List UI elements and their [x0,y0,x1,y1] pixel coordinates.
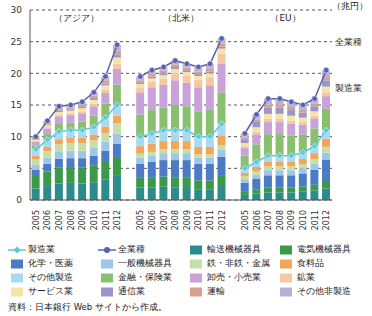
svg-text:2012: 2012 [322,210,331,230]
svg-text:2006: 2006 [253,210,262,230]
html-text:金融・保険業: 金融・保険業 [117,272,172,282]
svg-text:2006: 2006 [148,210,157,230]
svg-text:2011: 2011 [311,210,320,230]
svg-text:2005: 2005 [136,210,145,230]
html-text:製造業: 製造業 [28,244,55,254]
svg-text:2006: 2006 [43,210,52,230]
html-text:鉱業: 鉱業 [296,272,315,282]
html-text:その他製造: その他製造 [28,272,73,282]
svg-text:2010: 2010 [194,210,203,230]
svg-text:25: 25 [11,37,22,47]
html-text:卸売・小売業: 卸売・小売業 [207,272,261,282]
html-text:資料：日本銀行 Web サイトから作成。: 資料：日本銀行 Web サイトから作成。 [8,302,167,312]
svg-text:10: 10 [11,132,23,142]
html-text:その他非製造: その他非製造 [296,286,351,296]
svg-text:2009: 2009 [78,210,87,230]
svg-text:2007: 2007 [55,210,64,230]
svg-text:2009: 2009 [183,210,192,230]
svg-text:2012: 2012 [113,210,122,230]
html-text:化学・医薬: 化学・医薬 [28,258,73,268]
html-text:電気機械器具: 電気機械器具 [296,244,351,254]
html-text:サービス業: サービス業 [28,286,73,296]
svg-text:2007: 2007 [160,210,169,230]
svg-text:2011: 2011 [206,210,215,230]
html-text:運輸: 運輸 [207,286,225,296]
svg-text:2011: 2011 [102,210,111,230]
svg-text:15: 15 [11,100,22,110]
svg-text:2010: 2010 [90,210,99,230]
svg-text:30: 30 [11,5,23,15]
svg-text:2012: 2012 [218,210,227,230]
html-text:製造業: 製造業 [335,83,362,93]
svg-text:2008: 2008 [276,210,285,230]
html-text:（EU）: （EU） [270,13,301,23]
svg-text:2005: 2005 [241,210,250,230]
html-text:（アジア）: （アジア） [54,13,99,23]
svg-text:2009: 2009 [287,210,296,230]
html-text:食料品: 食料品 [296,258,324,268]
html-text:輸送機械器具: 輸送機械器具 [207,244,261,254]
html-text:通信業: 通信業 [117,286,145,296]
html-text:（兆円）: （兆円） [332,1,368,11]
svg-text:20: 20 [11,69,23,79]
svg-text:2008: 2008 [67,210,76,230]
html-text:全業種: 全業種 [335,37,362,47]
html-text:全業種: 全業種 [117,244,145,254]
html-text:鉄・非鉄・金属: 鉄・非鉄・金属 [207,258,270,268]
svg-text:5: 5 [16,164,22,174]
svg-text:2005: 2005 [32,210,41,230]
html-text:一般機械器具: 一般機械器具 [117,258,172,268]
svg-text:2010: 2010 [299,210,308,230]
html-text:（北米）: （北米） [163,13,199,23]
svg-text:2007: 2007 [264,210,273,230]
svg-text:0: 0 [16,195,22,205]
svg-text:2008: 2008 [171,210,180,230]
